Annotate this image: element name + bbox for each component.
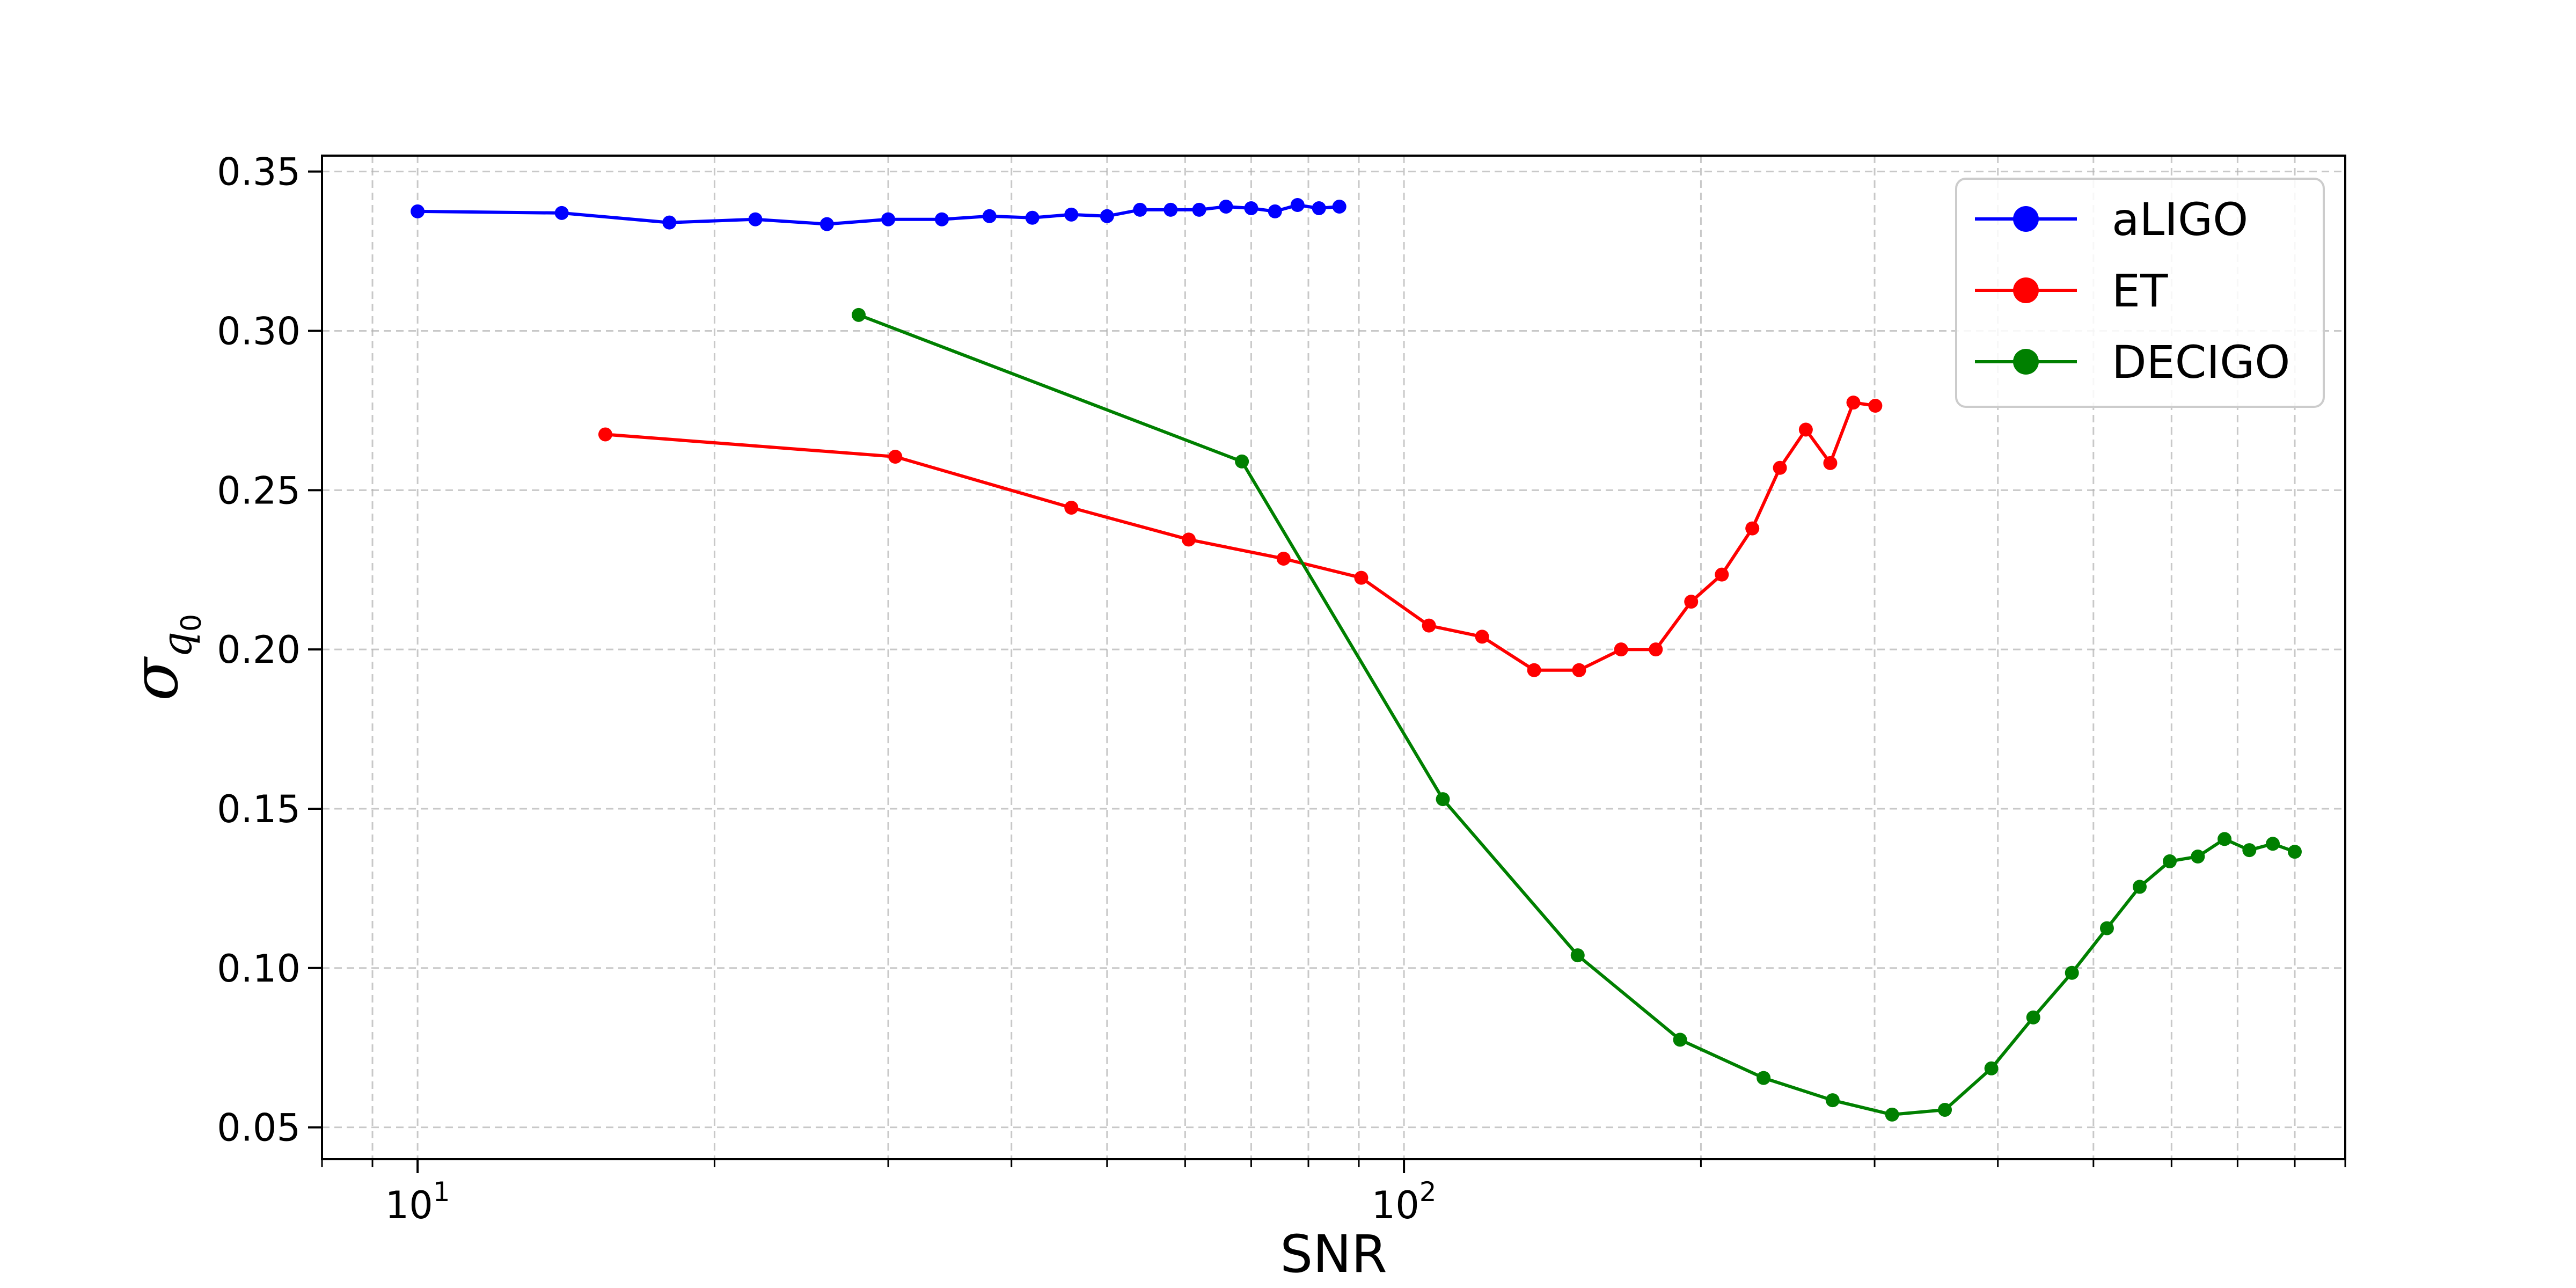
- data-point-aligo: [1312, 201, 1326, 215]
- x-tick-label: 102: [1372, 1176, 1437, 1227]
- data-point-et: [1649, 642, 1663, 657]
- data-point-et: [1614, 642, 1628, 657]
- data-point-et: [1064, 500, 1079, 515]
- data-point-decigo: [1938, 1102, 1952, 1117]
- x-axis-label: SNR: [1280, 1224, 1387, 1284]
- legend-box: [1955, 178, 2325, 408]
- data-point-et: [1745, 521, 1760, 536]
- data-point-decigo: [1984, 1061, 1999, 1075]
- data-point-aligo: [1192, 202, 1206, 217]
- series-line-et: [605, 401, 1876, 672]
- data-point-decigo: [2266, 837, 2280, 851]
- data-point-et: [1181, 532, 1196, 547]
- data-point-aligo: [982, 209, 997, 223]
- y-tick-label: 0.20: [217, 628, 301, 672]
- data-point-aligo: [411, 204, 425, 218]
- y-tick-label: 0.30: [217, 310, 301, 354]
- series-decigo: [851, 308, 2302, 1122]
- data-point-et: [1276, 551, 1291, 566]
- x-tick-label: 101: [385, 1176, 450, 1227]
- data-point-decigo: [1570, 948, 1585, 963]
- data-point-decigo: [2065, 965, 2079, 980]
- legend-entry-decigo: DECIGO: [1975, 336, 2290, 389]
- y-tick-label: 0.15: [217, 787, 301, 831]
- y-tick-label: 0.25: [217, 469, 301, 513]
- data-point-aligo: [662, 215, 677, 230]
- data-point-aligo: [554, 206, 569, 220]
- data-point-aligo: [1332, 199, 1346, 214]
- data-point-decigo: [2242, 843, 2257, 858]
- data-point-decigo: [2099, 921, 2114, 935]
- legend: aLIGO ET DECIGO: [1955, 178, 2325, 408]
- data-point-decigo: [2218, 832, 2232, 846]
- data-point-aligo: [1025, 210, 1040, 225]
- data-point-aligo: [881, 212, 896, 226]
- data-point-aligo: [1268, 204, 1282, 218]
- series-et: [598, 396, 1883, 677]
- data-point-aligo: [934, 212, 949, 226]
- data-point-et: [1798, 422, 1813, 437]
- data-point-et: [1684, 595, 1699, 609]
- data-point-et: [1823, 456, 1838, 470]
- data-point-et: [1572, 663, 1586, 677]
- data-point-et: [1527, 663, 1541, 677]
- data-point-decigo: [2287, 845, 2302, 859]
- series-aligo: [411, 198, 1346, 231]
- axes: 101 102 0.05 0.10 0.15 0.20 0.25 0.30 0.35: [217, 150, 2346, 1227]
- data-point-aligo: [1100, 209, 1114, 223]
- data-point-et: [888, 450, 903, 464]
- y-axis-label: σq0: [118, 614, 208, 701]
- data-point-decigo: [2026, 1010, 2040, 1024]
- data-point-et: [598, 427, 612, 442]
- data-point-et: [1475, 630, 1489, 644]
- data-point-et: [1846, 396, 1861, 410]
- legend-marker-decigo: [2013, 349, 2039, 375]
- data-point-aligo: [1163, 202, 1178, 217]
- data-point-aligo: [1064, 207, 1079, 222]
- data-point-decigo: [851, 308, 866, 322]
- y-tick-label: 0.05: [217, 1106, 301, 1150]
- data-point-et: [1715, 567, 1729, 582]
- data-point-et: [1422, 618, 1436, 633]
- plot-frame: [321, 155, 2346, 1160]
- y-tick-label: 0.10: [217, 947, 301, 991]
- data-point-aligo: [748, 212, 763, 226]
- data-point-aligo: [1219, 199, 1233, 214]
- legend-entry-et: ET: [1975, 265, 2168, 317]
- legend-marker-aligo: [2013, 206, 2039, 232]
- legend-marker-et: [2013, 277, 2039, 303]
- data-point-decigo: [2163, 854, 2177, 868]
- data-series: [411, 198, 2302, 1122]
- y-tick-label: 0.35: [217, 150, 301, 194]
- data-point-aligo: [819, 217, 834, 231]
- legend-label-et: ET: [2112, 265, 2168, 317]
- data-point-decigo: [1825, 1093, 1840, 1108]
- data-point-aligo: [1244, 201, 1258, 215]
- legend-entries: aLIGO ET DECIGO: [1975, 193, 2290, 389]
- data-point-decigo: [2132, 880, 2147, 894]
- legend-entry-aligo: aLIGO: [1975, 193, 2248, 246]
- legend-label-aligo: aLIGO: [2112, 193, 2248, 246]
- data-point-aligo: [1290, 198, 1305, 213]
- data-point-et: [1354, 570, 1368, 585]
- data-point-et: [1773, 460, 1787, 475]
- data-point-decigo: [1436, 792, 1450, 807]
- data-point-decigo: [2191, 850, 2205, 864]
- data-point-decigo: [1673, 1033, 1687, 1047]
- data-point-et: [1868, 399, 1883, 413]
- data-point-decigo: [1885, 1107, 1899, 1122]
- data-point-aligo: [1133, 202, 1147, 217]
- series-line-decigo: [858, 313, 2296, 1116]
- legend-label-decigo: DECIGO: [2112, 336, 2290, 389]
- data-point-decigo: [1757, 1071, 1771, 1085]
- data-point-decigo: [1235, 454, 1249, 469]
